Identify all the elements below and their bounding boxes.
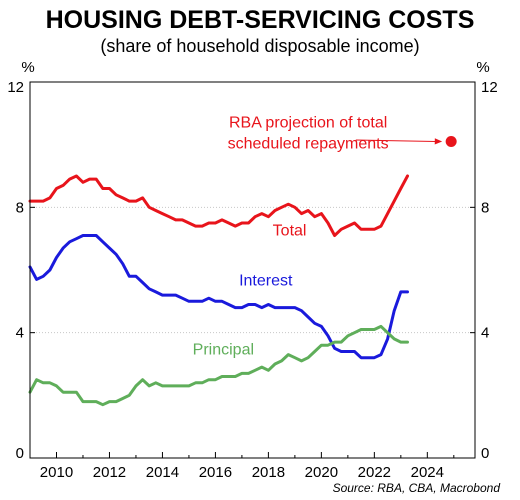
- chart-subtitle: (share of household disposable income): [100, 36, 419, 56]
- left-axis-unit: %: [21, 59, 34, 76]
- chart-title: HOUSING DEBT-SERVICING COSTS: [46, 6, 475, 34]
- projection-label-line-1: RBA projection of total: [229, 114, 387, 131]
- x-tick-label-2018: 2018: [252, 464, 285, 481]
- projection-arrow-head: [434, 138, 443, 145]
- y-tick-label-right-0: 0: [481, 445, 489, 462]
- series-line-interest: [28, 234, 409, 360]
- series-line-principal: [28, 324, 409, 407]
- y-tick-label-right-8: 8: [481, 199, 489, 216]
- y-tick-label-right-12: 12: [481, 79, 498, 96]
- series-lines: [28, 174, 409, 407]
- y-tick-label-left-8: 8: [16, 199, 24, 216]
- x-tick-label-2016: 2016: [199, 464, 232, 481]
- projection-annotation: RBA projection of total scheduled repaym…: [228, 114, 457, 152]
- x-tick-label-2024: 2024: [411, 464, 444, 481]
- plot-frame: [29, 81, 476, 459]
- projection-arrow-line: [355, 139, 437, 143]
- projection-point: [445, 136, 457, 148]
- series-labels: Total Interest Principal: [193, 223, 307, 359]
- y-tick-label-left-0: 0: [16, 445, 24, 462]
- series-label-principal: Principal: [193, 342, 254, 359]
- x-tick-label-2014: 2014: [146, 464, 179, 481]
- right-axis-unit: %: [476, 59, 489, 76]
- series-label-total: Total: [273, 223, 307, 240]
- x-tick-label-2020: 2020: [305, 464, 338, 481]
- series-label-interest: Interest: [239, 273, 293, 290]
- y-tick-label-left-12: 12: [7, 79, 24, 96]
- projection-label-line-2: scheduled repayments: [228, 135, 389, 152]
- axes: 0 0 4 4 8 8 12 12 2010 2012 2014 2016 2018 2020 2022 20…: [7, 79, 497, 481]
- y-tick-label-left-4: 4: [16, 325, 24, 342]
- x-tick-label-2010: 2010: [40, 464, 73, 481]
- gridlines: [30, 206, 475, 334]
- x-tick-label-2012: 2012: [93, 464, 126, 481]
- source-note: Source: RBA, CBA, Macrobond: [333, 481, 501, 495]
- y-tick-label-right-4: 4: [481, 325, 489, 342]
- x-tick-label-2022: 2022: [358, 464, 391, 481]
- series-line-total: [28, 174, 409, 237]
